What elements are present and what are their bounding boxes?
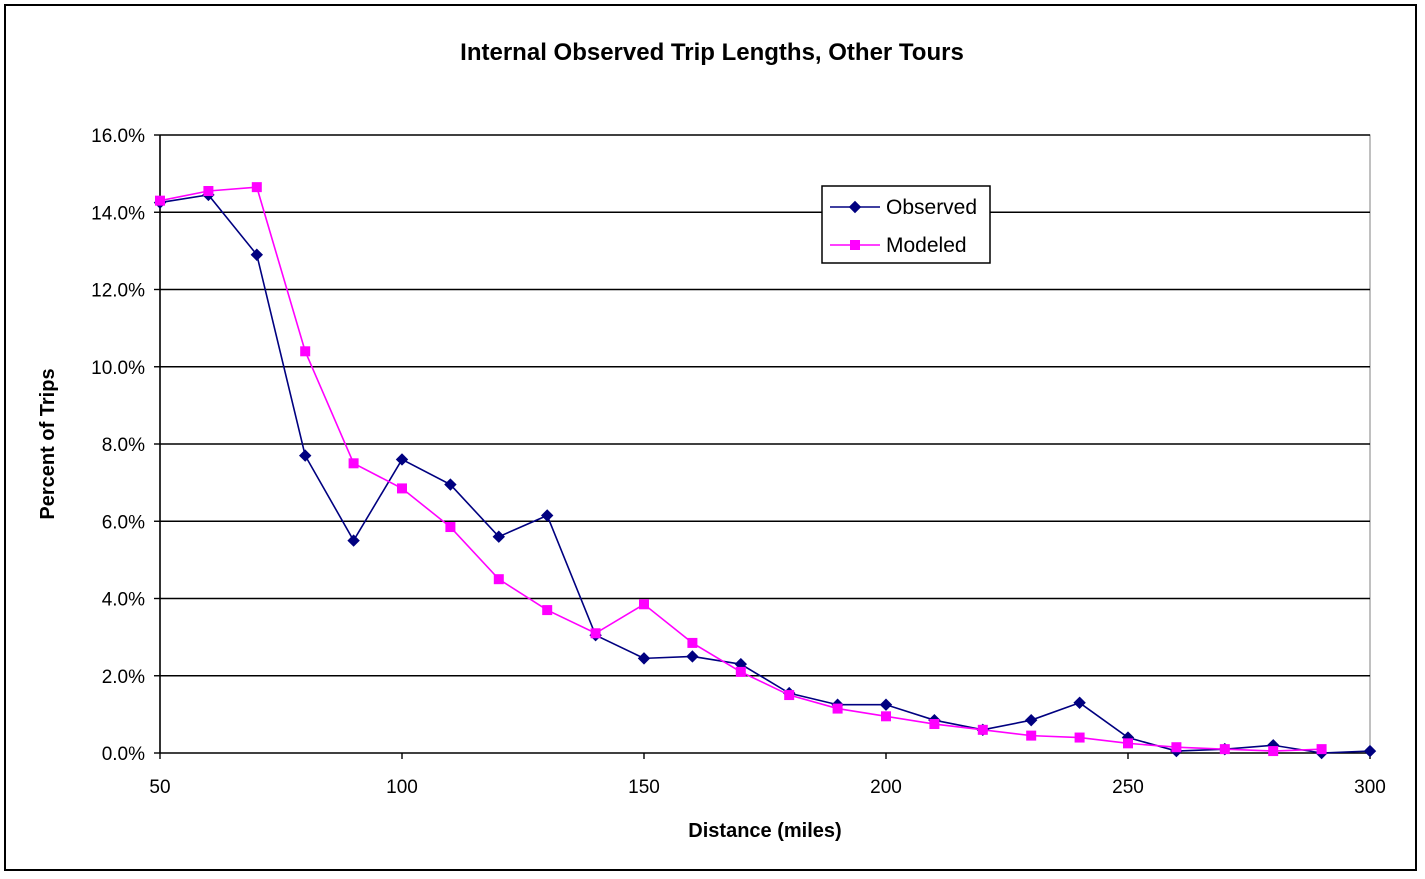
data-point-modeled [493,574,504,585]
data-point-observed [395,453,409,466]
data-point-modeled [784,690,795,701]
data-point-modeled [977,724,988,735]
legend: Observed Modeled [821,185,991,264]
data-point-modeled [203,186,214,197]
data-point-observed [298,449,312,462]
legend-label-modeled: Modeled [886,234,967,257]
data-point-observed [1024,713,1038,727]
data-point-modeled [1123,738,1133,749]
y-axis-ticks: 0.0% 2.0% 4.0% 6.0% 8.0% 10.0% 12.0% 14.0% 16.0% [91,126,160,765]
data-point-observed [686,650,699,663]
data-point-modeled [300,346,311,357]
x-tick-label: 250 [1112,777,1144,798]
y-tick-label: 16.0% [91,126,145,147]
data-point-modeled [929,719,940,730]
data-point-modeled [1074,732,1085,743]
data-point-observed [444,478,457,491]
data-point-modeled [1316,744,1327,755]
data-point-modeled [735,666,746,677]
grid-lines [160,134,1370,677]
data-point-modeled [1219,744,1230,755]
y-tick-label: 6.0% [102,512,145,533]
data-point-observed [637,652,651,665]
data-point-modeled [251,182,262,193]
legend-label-observed: Observed [886,196,977,219]
data-point-observed [347,534,360,547]
y-tick-label: 4.0% [102,590,145,611]
data-point-observed [492,530,506,543]
data-point-modeled [1026,730,1037,741]
data-point-modeled [542,605,553,616]
data-point-modeled [155,195,165,206]
x-axis-ticks: 50 100 150 200 250 300 [149,753,1386,798]
x-axis-title: Distance (miles) [688,820,841,842]
data-point-modeled [639,599,649,610]
x-tick-label: 50 [149,777,170,798]
data-point-modeled [1268,746,1279,757]
data-point-observed [540,509,554,522]
y-axis-title: Percent of Trips [37,368,59,519]
data-point-observed [1363,744,1377,758]
legend-box [821,185,991,264]
legend-marker-modeled [850,240,860,250]
data-point-modeled [687,637,698,648]
data-point-modeled [1171,742,1182,753]
series-line-observed [159,194,1371,754]
y-tick-label: 8.0% [102,435,145,456]
y-tick-label: 14.0% [91,203,145,224]
data-point-modeled [397,483,407,494]
data-point-modeled [832,703,843,714]
data-point-modeled [348,458,359,469]
x-tick-label: 300 [1354,777,1386,798]
legend-marker-observed [848,200,862,214]
data-point-observed [250,248,264,261]
legend-items: Observed Modeled [830,196,977,257]
data-point-modeled [445,522,456,533]
y-tick-label: 12.0% [91,281,145,302]
y-tick-label: 10.0% [91,358,145,379]
y-tick-label: 2.0% [102,667,145,688]
x-tick-label: 200 [870,777,902,798]
chart-title: Internal Observed Trip Lengths, Other To… [460,39,964,66]
x-tick-label: 100 [386,777,418,798]
series-modeled [155,182,1327,757]
data-point-modeled [881,711,891,722]
x-tick-label: 150 [628,777,660,798]
data-point-observed [879,698,893,711]
data-point-observed [1073,696,1086,709]
y-tick-label: 0.0% [102,744,145,765]
data-point-modeled [590,628,601,639]
series-layer [153,182,1377,760]
